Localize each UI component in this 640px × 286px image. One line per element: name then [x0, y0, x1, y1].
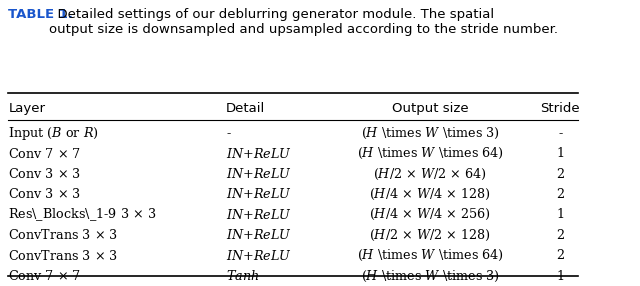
Text: $IN$+$ReLU$: $IN$+$ReLU$: [226, 208, 292, 222]
Text: $Tanh$: $Tanh$: [226, 269, 259, 283]
Text: Res\_Blocks\_1-9 3 $\times$ 3: Res\_Blocks\_1-9 3 $\times$ 3: [8, 206, 157, 223]
Text: Conv 7 $\times$ 7: Conv 7 $\times$ 7: [8, 147, 81, 161]
Text: 2: 2: [556, 249, 564, 262]
Text: 2: 2: [556, 229, 564, 242]
Text: $IN$+$ReLU$: $IN$+$ReLU$: [226, 249, 292, 263]
Text: -: -: [226, 127, 230, 140]
Text: Conv 3 $\times$ 3: Conv 3 $\times$ 3: [8, 187, 81, 201]
Text: 2: 2: [556, 168, 564, 180]
Text: $IN$+$ReLU$: $IN$+$ReLU$: [226, 147, 292, 161]
Text: ($H$ \times $W$ \times 3): ($H$ \times $W$ \times 3): [361, 269, 500, 284]
Text: TABLE 1.: TABLE 1.: [8, 8, 74, 21]
Text: ($H$ \times $W$ \times 64): ($H$ \times $W$ \times 64): [356, 248, 504, 263]
Text: 1: 1: [556, 147, 564, 160]
Text: -: -: [558, 127, 563, 140]
Text: ConvTrans 3 $\times$ 3: ConvTrans 3 $\times$ 3: [8, 249, 118, 263]
Text: Detail: Detail: [226, 102, 266, 116]
Text: Detailed settings of our deblurring generator module. The spatial
output size is: Detailed settings of our deblurring gene…: [49, 8, 558, 36]
Text: ($H$/4 $\times$ $W$/4 $\times$ 256): ($H$/4 $\times$ $W$/4 $\times$ 256): [369, 207, 492, 223]
Text: Input ($B$ or $R$): Input ($B$ or $R$): [8, 125, 99, 142]
Text: ConvTrans 3 $\times$ 3: ConvTrans 3 $\times$ 3: [8, 228, 118, 242]
Text: 2: 2: [556, 188, 564, 201]
Text: 1: 1: [556, 208, 564, 221]
Text: Conv 7 $\times$ 7: Conv 7 $\times$ 7: [8, 269, 81, 283]
Text: Output size: Output size: [392, 102, 468, 116]
Text: ($H$ \times $W$ \times 3): ($H$ \times $W$ \times 3): [361, 126, 500, 141]
Text: ($H$ \times $W$ \times 64): ($H$ \times $W$ \times 64): [356, 146, 504, 161]
Text: ($H$/2 $\times$ $W$/2 $\times$ 64): ($H$/2 $\times$ $W$/2 $\times$ 64): [373, 166, 487, 182]
Text: Conv 3 $\times$ 3: Conv 3 $\times$ 3: [8, 167, 81, 181]
Text: Layer: Layer: [8, 102, 45, 116]
Text: $IN$+$ReLU$: $IN$+$ReLU$: [226, 228, 292, 242]
Text: Stride: Stride: [541, 102, 580, 116]
Text: 1: 1: [556, 270, 564, 283]
Text: ($H$/4 $\times$ $W$/4 $\times$ 128): ($H$/4 $\times$ $W$/4 $\times$ 128): [369, 187, 492, 202]
Text: ($H$/2 $\times$ $W$/2 $\times$ 128): ($H$/2 $\times$ $W$/2 $\times$ 128): [369, 228, 492, 243]
Text: $IN$+$ReLU$: $IN$+$ReLU$: [226, 167, 292, 181]
Text: $IN$+$ReLU$: $IN$+$ReLU$: [226, 187, 292, 201]
